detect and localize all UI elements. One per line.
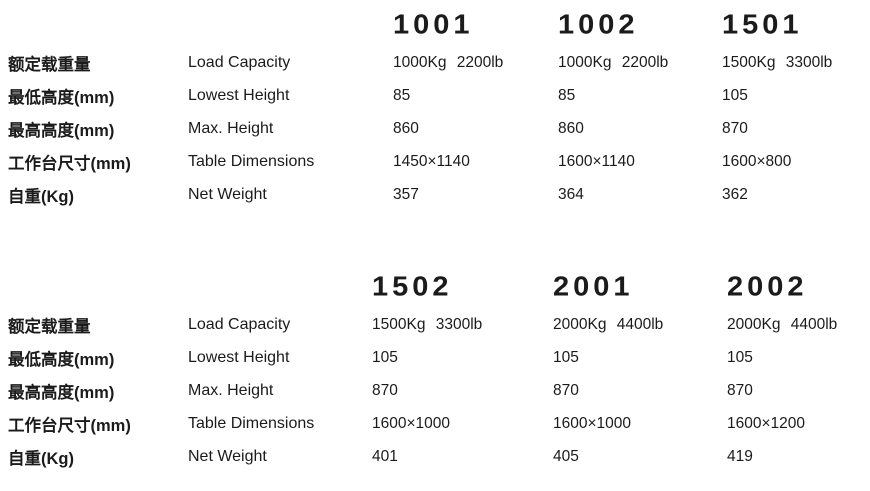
row-label-en: Table Dimensions	[188, 414, 315, 432]
model-header: 1002	[558, 9, 639, 40]
model-header: 1001	[393, 9, 474, 40]
spec-value: 1600×1140	[558, 152, 635, 170]
spec-value: 1600×1000	[372, 414, 451, 432]
row-label-cn: 工作台尺寸(mm)	[8, 416, 131, 435]
spec-value: 105	[727, 348, 753, 366]
spec-value: 1600×1200	[727, 414, 806, 432]
row-label-en: Net Weight	[188, 447, 267, 465]
row-label-en: Table Dimensions	[188, 152, 315, 170]
spec-value: 362	[722, 185, 748, 203]
model-header: 2002	[727, 271, 808, 302]
spec-value: 1600×800	[722, 152, 792, 170]
spec-table-section-2: 1502 2001 2002 额定载重量 Load Capacity 1500K…	[8, 266, 870, 473]
row-label-cn: 自重(Kg)	[8, 187, 74, 206]
spec-value: 364	[558, 185, 584, 203]
model-header: 1502	[372, 271, 453, 302]
spec-value: 105	[553, 348, 579, 366]
row-label-cn: 最低高度(mm)	[8, 88, 115, 107]
spec-value: 1500Kg 3300lb	[722, 53, 833, 71]
spec-value: 860	[393, 119, 419, 137]
row-label-en: Max. Height	[188, 119, 274, 137]
row-label-en: Load Capacity	[188, 53, 291, 71]
spec-value: 1600×1000	[553, 414, 632, 432]
table-row-load-capacity: 额定载重量 Load Capacity 1500Kg 3300lb 2000Kg…	[8, 308, 870, 341]
spec-value: 870	[372, 381, 398, 399]
spec-value: 1500Kg 3300lb	[372, 315, 483, 333]
spec-value: 870	[727, 381, 753, 399]
spec-value: 105	[722, 86, 748, 104]
spec-value: 870	[722, 119, 748, 137]
row-label-cn: 最低高度(mm)	[8, 350, 115, 369]
model-header: 1501	[722, 9, 803, 40]
row-label-cn: 额定载重量	[8, 317, 91, 336]
spec-value: 1450×1140	[393, 152, 470, 170]
row-label-cn: 工作台尺寸(mm)	[8, 154, 131, 173]
spec-value: 405	[553, 447, 579, 465]
table-row-load-capacity: 额定载重量 Load Capacity 1000Kg 2200lb 1000Kg…	[8, 46, 870, 79]
table-row-table-dimensions: 工作台尺寸(mm) Table Dimensions 1450×1140 160…	[8, 145, 870, 178]
spec-value: 105	[372, 348, 398, 366]
table-row-net-weight: 自重(Kg) Net Weight 357 364 362	[8, 178, 870, 211]
table-row-lowest-height: 最低高度(mm) Lowest Height 85 85 105	[8, 79, 870, 112]
spec-value: 401	[372, 447, 398, 465]
row-label-en: Lowest Height	[188, 348, 290, 366]
spec-value: 860	[558, 119, 584, 137]
spec-value: 357	[393, 185, 419, 203]
table-row-net-weight: 自重(Kg) Net Weight 401 405 419	[8, 440, 870, 473]
row-label-cn: 最高高度(mm)	[8, 383, 115, 402]
row-label-cn: 自重(Kg)	[8, 449, 74, 468]
row-label-en: Lowest Height	[188, 86, 290, 104]
spec-value: 2000Kg 4400lb	[727, 315, 838, 333]
spec-value: 85	[393, 86, 411, 104]
spec-value: 85	[558, 86, 576, 104]
model-header-row: 1502 2001 2002	[8, 266, 870, 308]
row-label-cn: 最高高度(mm)	[8, 121, 115, 140]
row-label-cn: 额定载重量	[8, 55, 91, 74]
spec-value: 2000Kg 4400lb	[553, 315, 664, 333]
table-row-table-dimensions: 工作台尺寸(mm) Table Dimensions 1600×1000 160…	[8, 407, 870, 440]
table-row-lowest-height: 最低高度(mm) Lowest Height 105 105 105	[8, 341, 870, 374]
table-row-max-height: 最高高度(mm) Max. Height 860 860 870	[8, 112, 870, 145]
spec-value: 870	[553, 381, 579, 399]
row-label-en: Net Weight	[188, 185, 267, 203]
row-label-en: Load Capacity	[188, 315, 291, 333]
row-label-en: Max. Height	[188, 381, 274, 399]
spec-value: 1000Kg 2200lb	[558, 53, 669, 71]
spec-value: 419	[727, 447, 753, 465]
spec-table-section-1: 1001 1002 1501 额定载重量 Load Capacity 1000K…	[8, 0, 870, 211]
model-header: 2001	[553, 271, 634, 302]
spec-value: 1000Kg 2200lb	[393, 53, 504, 71]
table-row-max-height: 最高高度(mm) Max. Height 870 870 870	[8, 374, 870, 407]
model-header-row: 1001 1002 1501	[8, 4, 870, 46]
